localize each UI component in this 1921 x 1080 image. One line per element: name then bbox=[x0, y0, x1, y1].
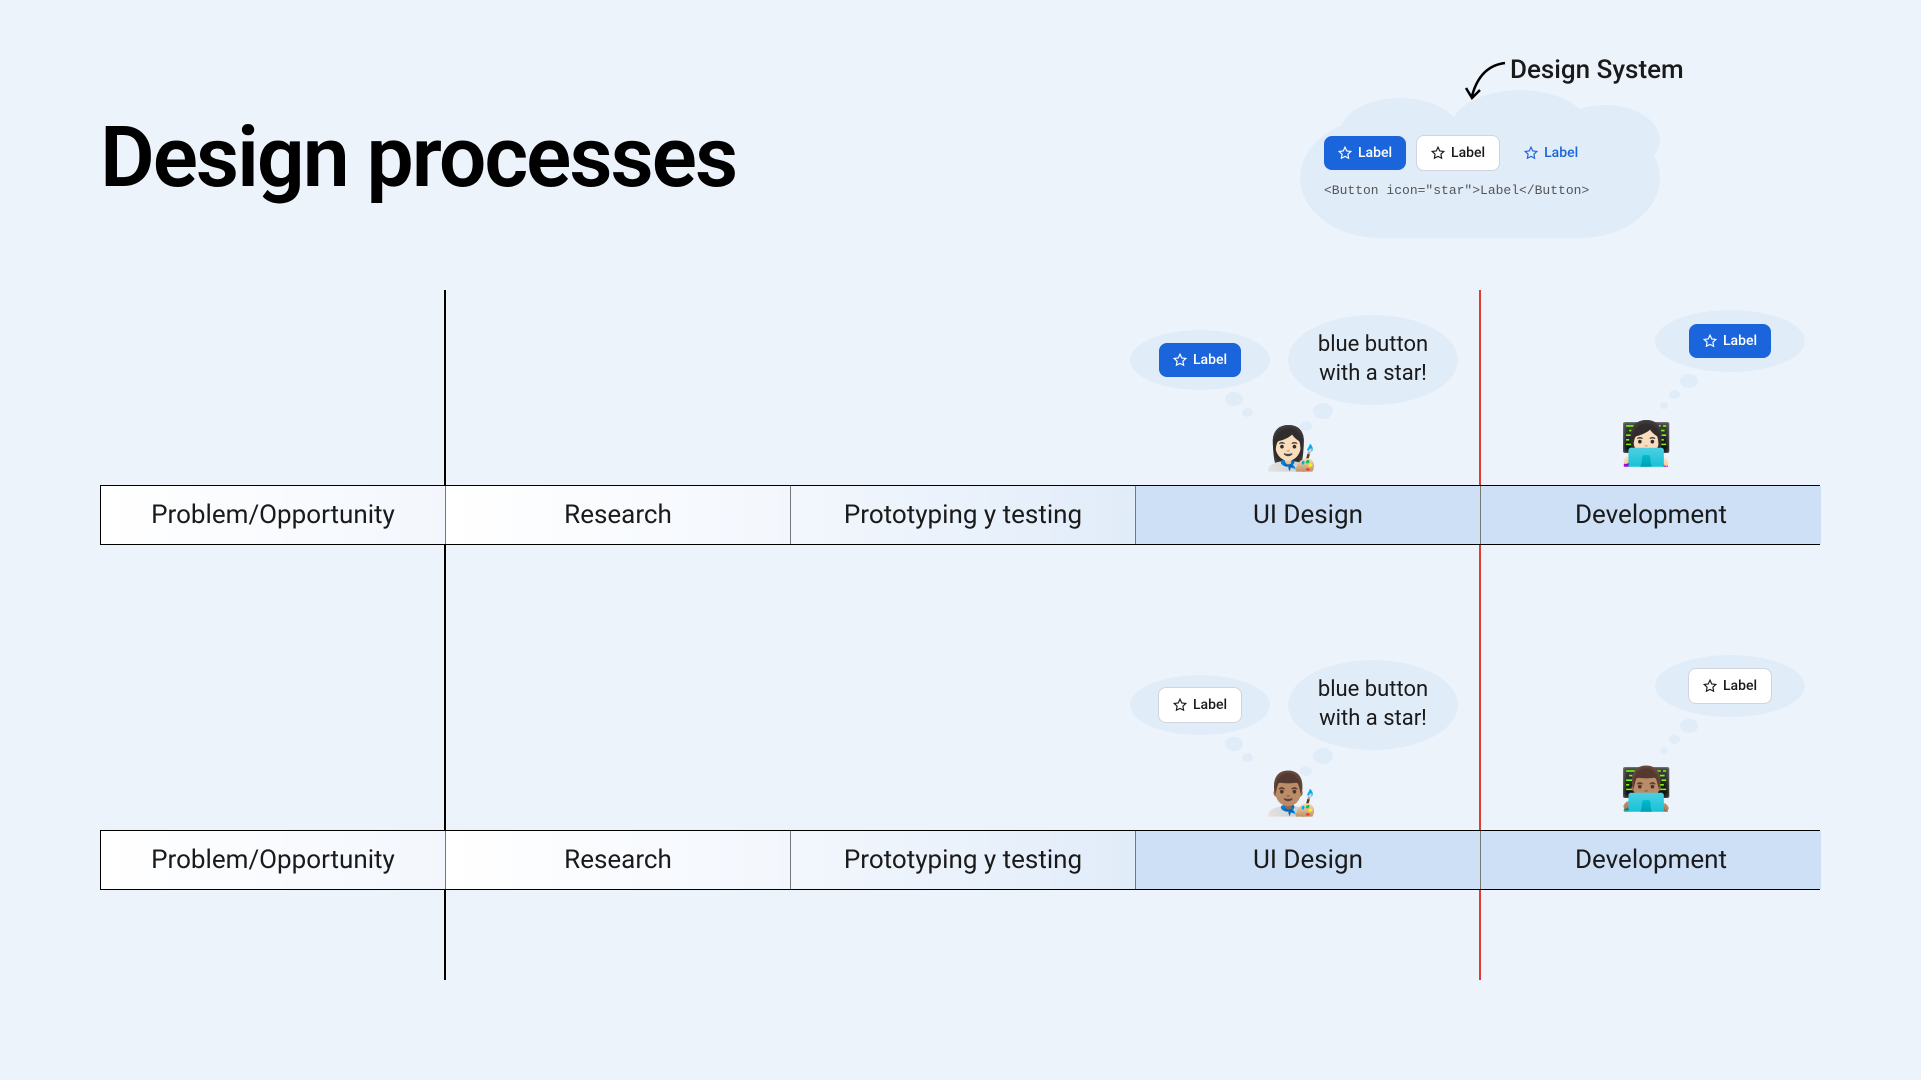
designer-thought-1: blue button with a star! bbox=[1288, 315, 1458, 405]
designer-button-2-label: Label bbox=[1193, 697, 1227, 713]
developer-button-1-label: Label bbox=[1723, 333, 1757, 349]
developer-button-bubble-1: Label bbox=[1655, 310, 1805, 372]
process-row-1: Problem/Opportunity Research Prototyping… bbox=[100, 485, 1820, 545]
star-icon bbox=[1703, 679, 1717, 693]
designer-button-1: Label bbox=[1159, 343, 1241, 377]
stage-problem: Problem/Opportunity bbox=[101, 486, 446, 544]
stage-prototyping: Prototyping y testing bbox=[791, 831, 1136, 889]
code-snippet: <Button icon="star">Label</Button> bbox=[1324, 183, 1592, 198]
star-icon bbox=[1173, 353, 1187, 367]
stage-development: Development bbox=[1481, 486, 1821, 544]
developer-persona-1: 👩🏻‍💻 bbox=[1620, 420, 1672, 469]
designer-persona-2: 👨🏽‍🎨 bbox=[1265, 770, 1317, 819]
page-title: Design processes bbox=[100, 108, 736, 207]
design-system-cloud: Label Label Label <Button icon="star">La… bbox=[1280, 90, 1680, 240]
ds-button-primary: Label bbox=[1324, 136, 1406, 170]
stage-research: Research bbox=[446, 486, 791, 544]
star-icon bbox=[1431, 146, 1445, 160]
stage-prototyping: Prototyping y testing bbox=[791, 486, 1136, 544]
star-icon bbox=[1703, 334, 1717, 348]
designer-button-1-label: Label bbox=[1193, 352, 1227, 368]
ds-button-secondary: Label bbox=[1416, 135, 1500, 171]
designer-thought-text-2: blue button with a star! bbox=[1318, 676, 1428, 733]
ds-button-ghost-label: Label bbox=[1544, 145, 1578, 161]
developer-persona-2: 👨🏽‍💻 bbox=[1620, 765, 1672, 814]
developer-button-2-label: Label bbox=[1723, 678, 1757, 694]
developer-button-2: Label bbox=[1688, 668, 1772, 704]
developer-button-1: Label bbox=[1689, 324, 1771, 358]
ds-button-ghost: Label bbox=[1510, 136, 1592, 170]
stage-ui-design: UI Design bbox=[1136, 486, 1481, 544]
stage-research: Research bbox=[446, 831, 791, 889]
designer-button-bubble-1: Label bbox=[1130, 330, 1270, 390]
ds-button-primary-label: Label bbox=[1358, 145, 1392, 161]
star-icon bbox=[1524, 146, 1538, 160]
star-icon bbox=[1338, 146, 1352, 160]
designer-button-2: Label bbox=[1158, 687, 1242, 723]
designer-thought-text-1: blue button with a star! bbox=[1318, 331, 1428, 388]
ds-button-secondary-label: Label bbox=[1451, 145, 1485, 161]
design-system-label: Design System bbox=[1510, 55, 1684, 85]
developer-button-bubble-2: Label bbox=[1655, 655, 1805, 717]
stage-development: Development bbox=[1481, 831, 1821, 889]
design-system-button-row: Label Label Label bbox=[1324, 135, 1592, 171]
star-icon bbox=[1173, 698, 1187, 712]
process-row-2: Problem/Opportunity Research Prototyping… bbox=[100, 830, 1820, 890]
designer-button-bubble-2: Label bbox=[1130, 675, 1270, 735]
stage-ui-design: UI Design bbox=[1136, 831, 1481, 889]
designer-thought-2: blue button with a star! bbox=[1288, 660, 1458, 750]
designer-persona-1: 👩🏻‍🎨 bbox=[1265, 425, 1317, 474]
stage-problem: Problem/Opportunity bbox=[101, 831, 446, 889]
